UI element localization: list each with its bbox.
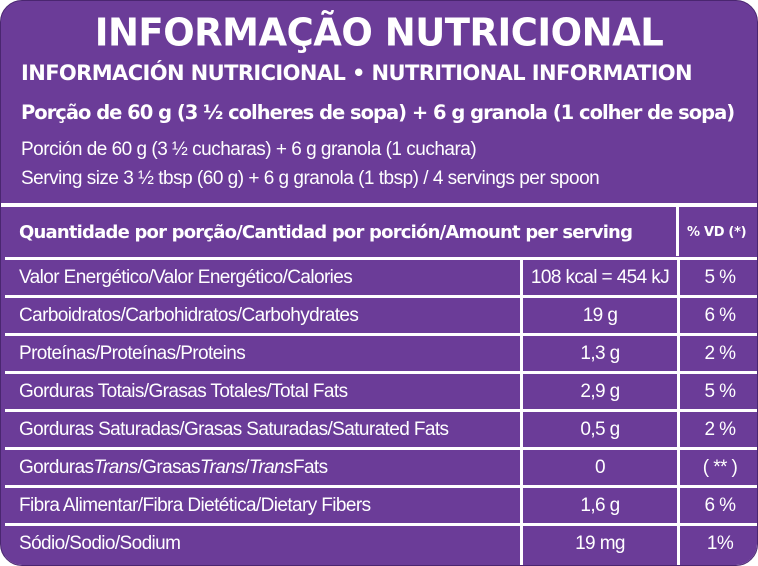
nutrient-qty: 108 kcal = 454 kJ — [530, 266, 670, 288]
table-row: Sódio/Sodio/Sodium 19 mg 1% — [5, 526, 757, 565]
nutrient-dv: 2 % — [704, 418, 737, 440]
nutrient-dv: 1% — [706, 532, 734, 554]
column-separator — [520, 257, 523, 565]
nutrient-name: Gorduras Trans/Grasas Trans / Trans Fats — [19, 456, 328, 478]
nutrient-name: Carboidratos/Carbohidratos/Carbohydrates — [19, 304, 359, 326]
portion-pt: Porção de 60 g (3 ½ colheres de sopa) + … — [21, 101, 735, 124]
portion-en: Serving size 3 ½ tbsp (60 g) + 6 g grano… — [21, 168, 600, 189]
table-row: Gorduras Saturadas/Grasas Saturadas/Satu… — [5, 412, 757, 447]
table-row: Fibra Alimentar/Fibra Dietética/Dietary … — [5, 488, 757, 523]
nutrient-name: Gorduras Totais/Grasas Totales/Total Fat… — [19, 380, 348, 402]
header-amount: Quantidade por porção/Cantidad por porci… — [19, 221, 633, 243]
portion-es: Porción de 60 g (3 ½ cucharas) + 6 g gra… — [21, 139, 477, 160]
table-row: Carboidratos/Carbohidratos/Carbohydrates… — [5, 298, 757, 333]
nutrient-qty: 19 g — [582, 304, 618, 326]
column-separator — [677, 257, 680, 565]
nutrient-qty: 0 — [595, 456, 606, 478]
table-row: Gorduras Trans/Grasas Trans / Trans Fats 0… — [5, 450, 757, 485]
nutrient-name: Sódio/Sodio/Sodium — [19, 532, 181, 554]
table-row: Valor Energético/Valor Energético/Calori… — [5, 260, 757, 295]
header-dv: % VD (*) — [687, 224, 747, 240]
nutrient-name: Fibra Alimentar/Fibra Dietética/Dietary … — [19, 494, 371, 516]
nutrient-qty: 1,3 g — [580, 342, 620, 364]
nutrient-name: Valor Energético/Valor Energético/Calori… — [19, 266, 353, 288]
nutrient-qty: 19 mg — [575, 532, 625, 554]
nutrient-qty: 0,5 g — [580, 418, 620, 440]
table-row: Gorduras Totais/Grasas Totales/Total Fat… — [5, 374, 757, 409]
nutrient-dv: 5 % — [704, 380, 737, 402]
nutrient-qty: 2,9 g — [580, 380, 620, 402]
nutrient-dv: 2 % — [704, 342, 737, 364]
nutrient-name: Gorduras Saturadas/Grasas Saturadas/Satu… — [19, 418, 449, 440]
table-row: Proteínas/Proteínas/Proteins 1,3 g 2 % — [5, 336, 757, 371]
label-subtitle: INFORMACIÓN NUTRICIONAL • NUTRITIONAL IN… — [21, 61, 693, 85]
divider-top — [1, 203, 757, 207]
nutrient-dv: 6 % — [704, 494, 737, 516]
header-separator — [676, 206, 679, 256]
nutrient-dv: ( ** ) — [702, 456, 738, 478]
nutrient-name: Proteínas/Proteínas/Proteins — [19, 342, 246, 364]
nutrient-dv: 6 % — [704, 304, 737, 326]
nutrient-qty: 1,6 g — [580, 494, 620, 516]
nutrient-dv: 5 % — [704, 266, 737, 288]
label-title: INFORMAÇÃO NUTRICIONAL — [94, 10, 664, 55]
nutrition-table: Valor Energético/Valor Energético/Calori… — [5, 257, 757, 565]
